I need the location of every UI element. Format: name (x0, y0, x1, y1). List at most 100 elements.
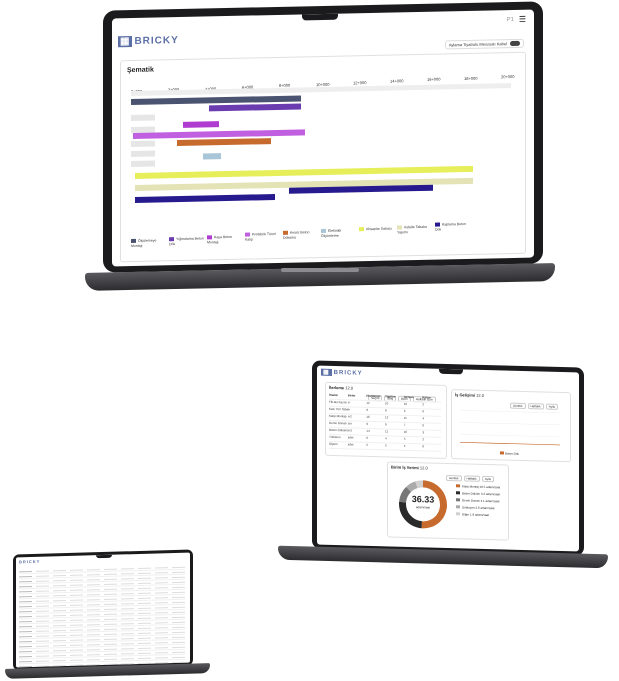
donut-segment[interactable] (399, 486, 412, 503)
table-cell (121, 588, 134, 590)
table-cell (172, 611, 185, 614)
table-cell (155, 627, 168, 629)
table-cell (121, 593, 134, 595)
schedule-bar[interactable] (177, 138, 271, 147)
table-cell: 4 (403, 443, 406, 448)
menu-icon[interactable]: ☰ (518, 14, 526, 24)
legend-swatch (131, 238, 136, 244)
table-cell (19, 630, 32, 633)
laptop-small: BRICKY (5, 549, 210, 680)
bricky-logo: BRICKY (19, 559, 40, 565)
table-cell (87, 649, 100, 651)
table-cell (70, 634, 83, 636)
table-cell (138, 617, 151, 620)
table-cell (138, 637, 151, 640)
laptop-mid: ▦ BRICKY İlerleme 12.0 Seçim Bitiş Birim Haf… (278, 360, 608, 585)
schedule-bar[interactable] (135, 194, 275, 203)
legend-label: Diğer 1.9 adam/saat (462, 512, 490, 518)
table-cell (138, 567, 151, 570)
table-cell (36, 665, 49, 667)
table-cell (70, 639, 83, 641)
schedule-bar[interactable] (183, 121, 219, 128)
donut-segment[interactable] (406, 481, 418, 492)
legend-item: Yığmalama Beton Dök (169, 236, 205, 247)
schedule-bar[interactable] (135, 165, 473, 179)
line-card-title: İş Gelişimi 12.0 (455, 392, 484, 398)
schedule-bar[interactable] (131, 140, 155, 148)
table-cell (172, 641, 185, 644)
table-cell: 8 (366, 407, 369, 412)
table-cell (172, 571, 185, 574)
laptop-mid-bezel: ▦ BRICKY İlerleme 12.0 Seçim Bitiş Birim Haf… (312, 360, 584, 556)
toggle-control[interactable]: Aylama Tiyatrolu Mevzuatı Kabel (444, 38, 524, 50)
table-cell (53, 605, 66, 607)
table-cell (19, 580, 32, 583)
table-cell (155, 577, 168, 579)
table-cell (172, 656, 185, 659)
table-cell (53, 620, 66, 622)
table-cell (155, 662, 168, 664)
table-cell (121, 573, 134, 575)
table-cell (19, 660, 32, 663)
table-cell: 11 (403, 415, 407, 420)
table-cell: Kazı Yeri Tabaka (329, 406, 348, 412)
table-cell (53, 655, 66, 657)
table-cell (104, 643, 117, 645)
table-cell: Kalıp Montajı (329, 413, 347, 419)
table-cell (121, 638, 134, 640)
schedule-bar[interactable] (209, 103, 301, 112)
table-cell: Filt.tas Kazısı (329, 399, 348, 405)
table-title-text: İlerleme (329, 384, 345, 391)
table-cell (87, 574, 100, 576)
legend-label: Ahşaplar Sahaşı (366, 226, 392, 231)
progress-table-card: İlerleme 12.0 Seçim Bitiş Birim Haftalık Gü… (325, 381, 447, 459)
table-cell (121, 568, 134, 570)
schedule-bar[interactable] (131, 114, 155, 122)
donut-segment[interactable] (415, 480, 423, 489)
legend-label: İzolasyon 2.6 adam/saat (462, 505, 495, 511)
filter-chip[interactable]: Aylık (481, 475, 495, 483)
legend-swatch (169, 236, 174, 242)
table-cell (36, 640, 49, 642)
filter-chip[interactable]: Haftalık (463, 475, 480, 482)
schedule-bar[interactable] (131, 150, 155, 158)
line-legend-label: Beton Dök (505, 451, 520, 456)
table-cell (104, 608, 117, 610)
toggle-switch-icon[interactable] (510, 41, 520, 47)
table-cell (70, 594, 83, 596)
table-cell (36, 615, 49, 617)
table-cell (104, 648, 117, 650)
dense-table (19, 564, 185, 668)
table-cell (138, 632, 151, 635)
table-cell (104, 578, 117, 580)
table-cell (87, 579, 100, 581)
table-cell (36, 625, 49, 627)
table-cell (53, 610, 66, 612)
table-cell (172, 591, 185, 594)
table-cell (121, 608, 134, 610)
donut-segment[interactable] (421, 480, 447, 529)
table-cell (104, 613, 117, 615)
table-cell (53, 625, 66, 627)
column-header: Birim (347, 393, 356, 398)
schedule-bar[interactable] (131, 160, 155, 168)
legend-swatch (456, 484, 460, 488)
schedule-bar[interactable] (133, 129, 305, 139)
table-cell: m (347, 407, 351, 412)
table-cell: Yükleme (329, 434, 341, 440)
donut-segment[interactable] (399, 501, 422, 529)
table-cell (53, 635, 66, 637)
schematic-legend: Ölçülemeye Montajı Yığmalama Beton Dök Kay… (131, 221, 511, 255)
table-cell (36, 575, 49, 577)
donut-title-text: Birim İş Verimi (391, 464, 419, 471)
table-cell (19, 625, 32, 628)
table-cell (121, 653, 134, 655)
table-cell (172, 596, 185, 599)
schedule-bar[interactable] (203, 153, 221, 160)
table-cell: 12 (385, 415, 389, 420)
legend-swatch (245, 232, 250, 238)
table-cell (172, 626, 185, 629)
gridline (460, 434, 560, 438)
table-cell: m (347, 400, 351, 405)
legend-item: Kaya Beton Montajı (207, 234, 243, 245)
